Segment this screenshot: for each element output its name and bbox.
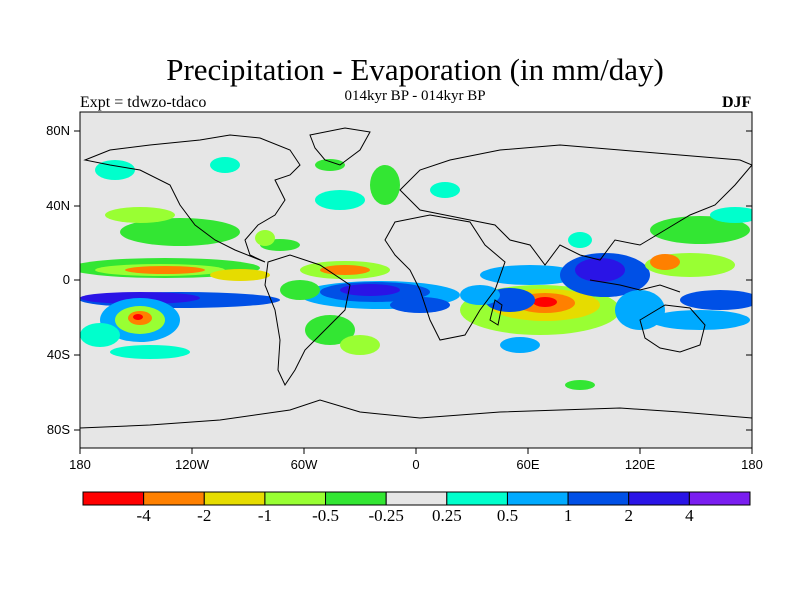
lon-ticks	[79, 448, 753, 454]
contour-region	[110, 345, 190, 359]
contour-region	[460, 285, 500, 305]
coastline	[639, 304, 706, 353]
contour-region	[680, 290, 752, 310]
coastline	[309, 127, 371, 166]
contour-region	[430, 182, 460, 198]
contour-region	[340, 284, 400, 296]
contour-region	[500, 337, 540, 353]
lat-ticks	[74, 130, 752, 431]
colorbar-label: 2	[624, 506, 633, 525]
coastline	[83, 134, 301, 263]
lon-label: 120W	[175, 457, 209, 472]
lat-label: 40N	[46, 198, 70, 213]
lat-label: 0	[62, 272, 70, 287]
contour-region	[120, 218, 240, 246]
colorbar-label: -0.5	[312, 506, 339, 525]
colorbar-swatch	[143, 491, 205, 506]
colorbar-swatch	[325, 491, 387, 506]
colorbar-swatch	[385, 491, 448, 506]
contour-region	[125, 266, 205, 274]
contour-region	[315, 190, 365, 210]
coastline	[384, 214, 506, 341]
contour-region	[568, 232, 592, 248]
colorbar	[82, 491, 751, 506]
coastline	[264, 254, 351, 387]
contour-region	[280, 280, 320, 300]
contour-region	[533, 297, 557, 307]
contour-region	[650, 216, 750, 244]
contour-region	[480, 265, 580, 285]
colorbar-label: -4	[136, 506, 151, 525]
lon-label: 60W	[290, 457, 318, 472]
contour-region	[340, 335, 380, 355]
experiment-label: Expt = tdwzo-tdaco	[80, 94, 207, 111]
contour-region	[390, 297, 450, 313]
lon-label: 180	[69, 457, 91, 472]
colorbar-swatch	[203, 491, 266, 506]
contour-region	[80, 323, 120, 347]
colorbar-label: 4	[685, 506, 694, 525]
colorbar-swatch	[688, 491, 751, 506]
colorbar-swatch	[567, 491, 630, 506]
colorbar-label: -1	[257, 506, 272, 525]
colorbar-label: 0.5	[496, 506, 519, 525]
colorbar-swatch	[82, 491, 145, 506]
contour-region	[710, 207, 752, 223]
contour-region	[370, 165, 400, 205]
season-label: DJF	[722, 94, 752, 111]
lon-label: 180	[741, 457, 763, 472]
coastline	[80, 399, 752, 429]
contour-region	[565, 380, 595, 390]
contour-region	[575, 258, 625, 282]
colorbar-label: 0.25	[431, 506, 462, 525]
coastline	[589, 279, 681, 293]
lon-label: 0	[412, 457, 420, 472]
colorbar-label: 1	[563, 506, 573, 525]
colorbar-label: -0.25	[368, 506, 404, 525]
contour-region	[210, 269, 270, 281]
colorbar-swatch	[628, 491, 690, 506]
lon-label: 120E	[624, 457, 656, 472]
colorbar-swatch	[506, 491, 569, 506]
lat-label: 40S	[46, 347, 70, 362]
lat-label: 80N	[46, 123, 70, 138]
lat-label: 80S	[46, 422, 70, 437]
contour-region	[255, 230, 275, 246]
contour-fields	[80, 157, 752, 390]
colorbar-swatch	[446, 491, 508, 506]
map-title: Precipitation - Evaporation (in mm/day)	[166, 52, 664, 87]
contour-region	[315, 159, 345, 171]
contour-region	[95, 160, 135, 180]
map-background	[80, 112, 752, 448]
contour-region	[133, 314, 143, 320]
contour-region	[320, 265, 370, 275]
contour-region	[650, 254, 680, 270]
contour-region	[105, 207, 175, 223]
colorbar-swatch	[264, 491, 327, 506]
coastlines	[80, 127, 752, 429]
lon-label: 60E	[516, 457, 540, 472]
map-subtitle: 014kyr BP - 014kyr BP	[344, 88, 486, 104]
colorbar-label: -2	[197, 506, 212, 525]
coastline	[489, 299, 503, 326]
contour-region	[210, 157, 240, 173]
coastline	[399, 144, 752, 266]
